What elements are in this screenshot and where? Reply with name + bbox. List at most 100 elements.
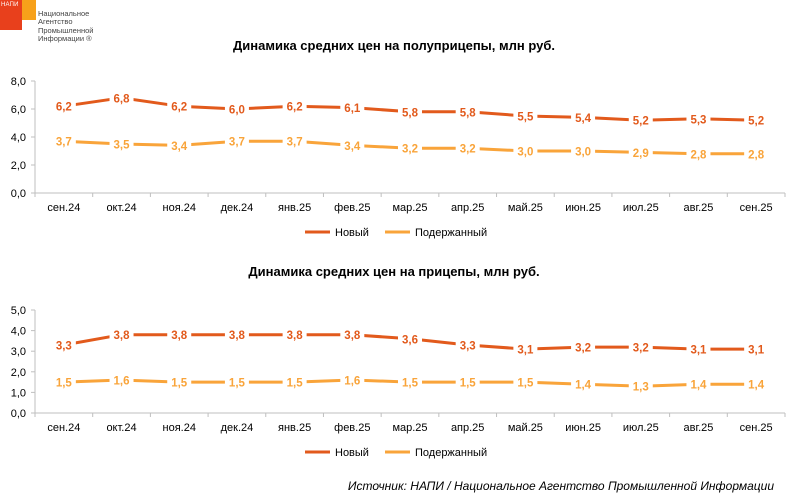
x-tick-label: окт.24	[106, 202, 136, 214]
data-label-background	[513, 341, 538, 357]
data-label-background	[167, 374, 192, 390]
y-tick-label: 5,0	[11, 305, 26, 317]
data-label-background	[686, 110, 711, 126]
data-label-background	[109, 372, 134, 388]
data-label-background	[282, 98, 307, 114]
y-tick-label: 8,0	[11, 76, 26, 88]
x-tick-label: ноя.24	[163, 202, 196, 214]
data-label: 3,6	[402, 334, 418, 346]
data-label-background	[455, 337, 480, 353]
x-tick-label: мар.25	[392, 202, 427, 214]
data-label-background	[224, 101, 249, 116]
data-label: 3,5	[114, 140, 131, 152]
data-label: 5,2	[748, 116, 764, 128]
data-label-background	[571, 339, 596, 355]
data-label: 3,7	[56, 137, 72, 149]
y-tick-label: 1,0	[11, 387, 26, 399]
data-label: 1,4	[690, 380, 707, 392]
data-label-background	[513, 143, 538, 158]
x-tick-label: сен.24	[47, 202, 80, 214]
data-label-background	[628, 112, 653, 128]
y-tick-label: 4,0	[11, 132, 26, 144]
legend-label-used: Подержанный	[415, 447, 487, 459]
data-label: 5,8	[402, 107, 419, 119]
y-tick-label: 2,0	[11, 160, 26, 172]
logo-line: Промышленной	[38, 25, 94, 35]
data-label-background	[167, 98, 192, 114]
data-label-background	[398, 140, 422, 156]
x-tick-label: май.25	[508, 422, 543, 434]
x-tick-label: дек.24	[221, 422, 254, 434]
data-label: 3,1	[517, 345, 534, 357]
x-tick-label: сен.24	[47, 422, 80, 434]
logo-line: Национальное	[38, 9, 90, 18]
data-label-background	[109, 136, 134, 151]
data-label-background	[167, 326, 192, 342]
x-tick-label: сен.25	[740, 202, 773, 214]
data-label-background	[513, 374, 538, 390]
data-label: 3,7	[229, 137, 245, 149]
x-tick-label: фев.25	[334, 422, 370, 434]
data-label: 3,8	[114, 330, 131, 342]
logo-abbreviation: НАПИ	[1, 2, 19, 8]
y-tick-label: 0,0	[11, 408, 26, 420]
x-tick-label: апр.25	[451, 202, 484, 214]
data-label: 3,3	[56, 341, 72, 353]
data-label-background	[167, 137, 192, 153]
data-label-background	[51, 374, 76, 390]
data-label: 3,8	[229, 330, 246, 342]
data-label-background	[51, 133, 76, 149]
x-tick-label: май.25	[508, 202, 543, 214]
data-label: 5,2	[633, 116, 649, 128]
data-label: 3,4	[171, 141, 188, 153]
data-label: 3,1	[690, 345, 707, 357]
data-label: 3,2	[460, 144, 476, 156]
data-label: 1,6	[344, 376, 360, 388]
data-label: 2,8	[690, 149, 707, 161]
data-label-background	[224, 326, 249, 342]
data-label: 3,2	[402, 144, 418, 156]
x-tick-label: янв.25	[278, 202, 311, 214]
data-label-background	[686, 341, 711, 357]
data-label: 5,5	[517, 112, 534, 124]
x-tick-label: июл.25	[623, 202, 659, 214]
data-label-background	[109, 326, 134, 342]
data-label: 1,5	[287, 378, 304, 390]
data-label: 3,2	[633, 343, 649, 355]
data-label: 6,2	[56, 102, 72, 114]
data-label-background	[571, 109, 596, 125]
data-label: 5,8	[460, 107, 477, 119]
data-label: 3,3	[460, 341, 476, 353]
x-tick-label: апр.25	[451, 422, 484, 434]
y-tick-label: 6,0	[11, 104, 26, 116]
data-label-background	[744, 145, 769, 161]
data-label: 3,8	[287, 330, 304, 342]
data-label-background	[398, 330, 422, 346]
data-label: 1,5	[56, 378, 73, 390]
logo-red-block: НАПИ	[0, 0, 22, 30]
data-label: 3,8	[171, 330, 188, 342]
data-label: 2,9	[633, 148, 649, 160]
data-label-background	[744, 341, 769, 357]
data-label-background	[398, 374, 422, 390]
data-label: 1,5	[229, 378, 246, 390]
data-label: 5,4	[575, 113, 592, 125]
data-label: 1,3	[633, 382, 649, 394]
data-label: 3,4	[344, 141, 361, 153]
charts-canvas: Динамика средних цен на полуприцепы, млн…	[11, 38, 786, 459]
data-label: 1,6	[114, 376, 130, 388]
data-label-background	[628, 144, 653, 160]
data-label-background	[340, 372, 365, 388]
data-label: 3,7	[287, 137, 303, 149]
chart-title: Динамика средних цен на полуприцепы, млн…	[233, 38, 555, 53]
chart-title: Динамика средних цен на прицепы, млн руб…	[248, 264, 539, 279]
chart-2: Динамика средних цен на прицепы, млн руб…	[11, 264, 786, 459]
data-label: 6,1	[344, 103, 361, 115]
data-label: 5,3	[690, 114, 706, 126]
logo-line: Информации ®	[38, 34, 92, 44]
x-tick-label: сен.25	[740, 422, 773, 434]
data-label-background	[109, 89, 134, 105]
data-label-background	[282, 326, 307, 342]
data-label: 3,0	[575, 147, 591, 159]
x-tick-label: янв.25	[278, 422, 311, 434]
